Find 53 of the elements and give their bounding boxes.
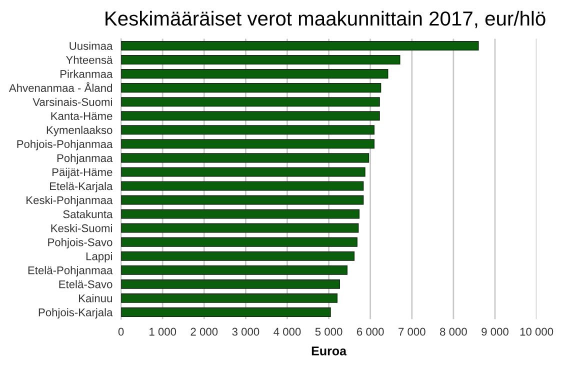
bar [121,125,374,135]
y-tick-label: Keski-Suomi [51,224,112,232]
bar [121,293,338,303]
x-tick-label: 1 000 [150,328,176,336]
y-tick-label: Uusimaa [70,42,113,50]
y-tick-label: Etelä-Karjala [50,182,113,192]
y-tick-label: Etelä-Pohjanmaa [28,266,113,276]
y-tick-label: Etelä-Savo [59,280,112,288]
bar [121,83,382,93]
chart-title: Keskimääräiset verot maakunnittain 2017, eur/hlö [106,10,546,28]
y-tick-label: Varsinais-Suomi [32,98,112,106]
bar [121,111,380,121]
bar [121,307,331,317]
y-tick-label: Pohjanmaa [57,154,113,164]
x-axis-title: Euroa [312,346,347,356]
x-tick-label: 5 000 [315,328,342,336]
bar [121,40,479,51]
bar [121,55,400,65]
x-tick-label: 10 000 [520,328,554,336]
bar [121,265,348,275]
y-tick-label: Satakunta [63,210,113,218]
y-tick-label: Pohjois-Karjala [38,308,113,319]
x-tick-label: 6 000 [357,328,384,336]
bar [121,279,340,289]
y-tick-label: Pohjois-Savo [48,238,112,248]
bar [121,223,359,233]
bar [121,139,374,149]
x-tick-label: 9 000 [482,328,508,336]
bar [121,209,360,219]
x-tick-label: 0 [118,328,124,336]
bar [121,195,364,205]
y-tick-label: Kainuu [79,294,112,302]
y-tick-label: Kymenlaakso [46,126,112,136]
bar [121,153,370,163]
bar [121,251,355,261]
bar [121,167,366,177]
bar [121,237,358,247]
bar [121,69,388,79]
bar [121,97,380,107]
y-tick-label: Kanta-Häme [51,112,112,120]
y-tick-label: Lappi [86,252,112,262]
y-tick-label: Ahvenanmaa - Åland [8,82,112,92]
x-tick-label: 7 000 [398,328,426,336]
y-tick-label: Keski-Pohjanmaa [26,196,113,206]
y-tick-label: Päijät-Häme [52,168,112,178]
y-tick-label: Pohjois-Pohjanmaa [17,140,113,150]
y-tick-label: Pirkanmaa [60,70,113,78]
x-tick-label: 8 000 [440,328,467,336]
y-tick-label: Yhteensä [66,56,113,64]
x-tick-label: 2 000 [190,328,218,336]
x-tick-label: 3 000 [232,328,260,336]
bar [121,181,364,191]
x-tick-label: 4 000 [274,328,301,336]
